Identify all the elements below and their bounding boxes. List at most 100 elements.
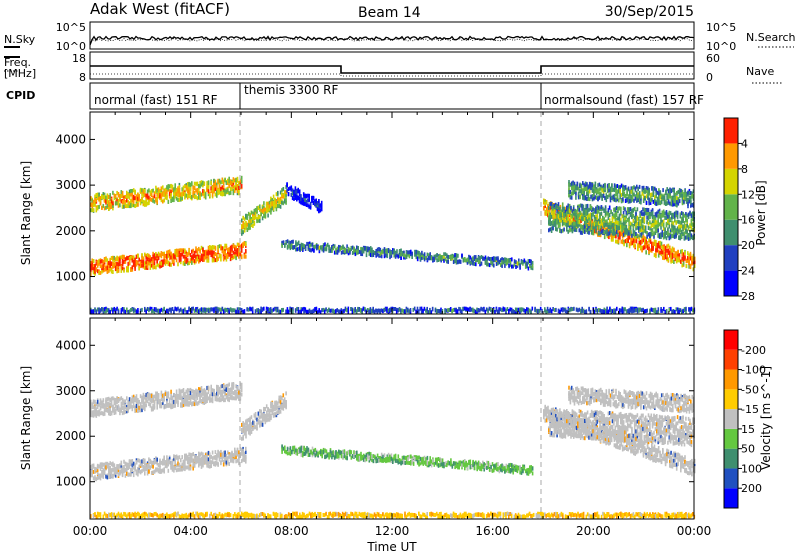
power-colorbar: 4 8 12 16 20 24 28 Power [dB] [723, 117, 768, 303]
scatter-band-1 [90, 382, 243, 418]
colorbar-swatch [724, 428, 738, 449]
x-tick-label: 00:00 [73, 524, 108, 538]
colorbar-swatch [724, 168, 738, 195]
frequency-line [90, 65, 694, 74]
colorbar-tick-label: 16 [741, 214, 755, 227]
freq-left-tick-top: 18 [72, 52, 86, 65]
colorbar-tick-label: -15 [741, 403, 759, 416]
freq-right-label: Nave [746, 65, 774, 78]
colorbar-swatch [724, 143, 738, 169]
x-tick-label: 00:00 [677, 524, 712, 538]
colorbar-swatch [724, 219, 738, 246]
x-tick-label: 20:00 [576, 524, 611, 538]
colorbar-tick-label: -200 [741, 344, 766, 357]
scatter-band-5 [548, 407, 695, 448]
scatter-band-8 [90, 306, 696, 315]
scatter-band-6 [568, 385, 695, 414]
y-tick-label: 1000 [55, 270, 86, 284]
cpid-mode-normal: normal (fast) 151 RF [94, 93, 218, 107]
colorbar-tick-label: 200 [741, 482, 762, 495]
scatter-band-0 [90, 241, 247, 277]
velocity-colorbar: 200 100 50 15 -15 -50 -100 -200 Velocity [m s^-… [723, 329, 773, 509]
y-tick-label: 4000 [55, 132, 86, 146]
colorbar-swatch [724, 369, 738, 390]
frequency-panel: Freq. [MHz] 18 8 60 0 Nave [4, 51, 782, 84]
colorbar-swatch [724, 118, 738, 144]
colorbar-tick-label: 50 [741, 443, 755, 456]
noise-panel: N.Sky 10^5 10^0 10^5 10^0 N.Search [4, 21, 796, 53]
scatter-band-2 [241, 185, 287, 236]
colorbar-tick-label: 28 [741, 290, 755, 303]
time-x-axis: 00:00 04:00 08:00 12:00 16:00 20:00 00:00 [73, 318, 712, 538]
scatter-band-2 [241, 391, 287, 441]
colorbar-swatch [724, 389, 738, 410]
colorbar-tick-label: 12 [741, 188, 755, 201]
scatter-band-4 [281, 239, 534, 271]
x-tick-label: 08:00 [274, 524, 309, 538]
freq-right-tick-top: 60 [706, 52, 720, 65]
x-tick-label: 12:00 [375, 524, 410, 538]
velocity-scatter [90, 382, 696, 520]
colorbar-swatch [724, 468, 738, 489]
noise-sky-line [89, 35, 695, 46]
power-x-ticks [89, 112, 695, 314]
colorbar-tick-label: 24 [741, 265, 755, 278]
colorbar-swatch [724, 448, 738, 469]
velocity-y-label: Slant Range [km] [19, 366, 33, 470]
colorbar-tick-label: 100 [741, 462, 762, 475]
y-tick-label: 3000 [55, 178, 86, 192]
colorbar-swatch [724, 194, 738, 220]
colorbar-tick-label: 8 [741, 163, 748, 176]
scatter-band-7 [90, 511, 696, 520]
y-tick-label: 1000 [55, 475, 86, 489]
colorbar-tick-label: 15 [741, 423, 755, 436]
freq-left-label: Freq. [4, 56, 31, 69]
scatter-band-3 [286, 182, 323, 214]
cpid-label: CPID [6, 89, 35, 102]
date-title: 30/Sep/2015 [605, 4, 694, 20]
colorbar-swatch [724, 349, 738, 370]
velocity-y-axis: 1000 2000 3000 4000 [55, 338, 694, 489]
scatter-band-1 [90, 175, 243, 213]
cpid-panel: CPID normal (fast) 151 RF themis 3300 RF… [6, 82, 704, 110]
colorbar-tick-label: -50 [741, 383, 759, 396]
beam-title: Beam 14 [358, 5, 421, 21]
power-y-label: Slant Range [km] [19, 161, 33, 265]
noise-left-tick-bottom: 10^0 [56, 40, 86, 53]
colorbar-swatch [724, 330, 738, 350]
colorbar-swatch [724, 488, 738, 508]
y-tick-label: 4000 [55, 338, 86, 352]
noise-left-label: N.Sky [4, 33, 36, 46]
velocity-colorbar-label: Velocity [m s^-1] [759, 366, 773, 470]
x-tick-label: 04:00 [173, 524, 208, 538]
noise-right-tick-top: 10^5 [706, 21, 736, 34]
power-panel: 1000 2000 3000 4000 Slant Range [km] [19, 111, 696, 315]
scatter-band-3 [281, 444, 534, 476]
freq-left-tick-bottom: 8 [79, 71, 86, 84]
power-y-axis: 1000 2000 3000 4000 [55, 132, 694, 284]
freq-right-tick-bottom: 0 [706, 71, 713, 84]
y-tick-label: 2000 [55, 429, 86, 443]
time-x-label: Time UT [366, 540, 417, 554]
y-tick-label: 3000 [55, 384, 86, 398]
colorbar-tick-label: 4 [741, 137, 748, 150]
colorbar-swatch [724, 270, 738, 296]
scatter-band-6 [548, 201, 695, 241]
x-tick-label: 16:00 [475, 524, 510, 538]
freq-left-unit: [MHz] [4, 67, 36, 80]
colorbar-tick-label: -100 [741, 364, 766, 377]
colorbar-swatch [724, 409, 738, 429]
scatter-band-0 [90, 446, 247, 482]
colorbar-tick-label: 20 [741, 239, 755, 252]
colorbar-swatch [724, 245, 738, 271]
y-tick-label: 2000 [55, 224, 86, 238]
cpid-mode-normalsound: normalsound (fast) 157 RF [544, 93, 704, 107]
cpid-mode-themis: themis 3300 RF [244, 83, 338, 97]
noise-right-label: N.Search [746, 31, 796, 44]
noise-right-tick-bottom: 10^0 [706, 40, 736, 53]
station-title: Adak West (fitACF) [90, 0, 230, 18]
noise-left-tick-top: 10^5 [56, 21, 86, 34]
power-scatter [90, 175, 696, 315]
